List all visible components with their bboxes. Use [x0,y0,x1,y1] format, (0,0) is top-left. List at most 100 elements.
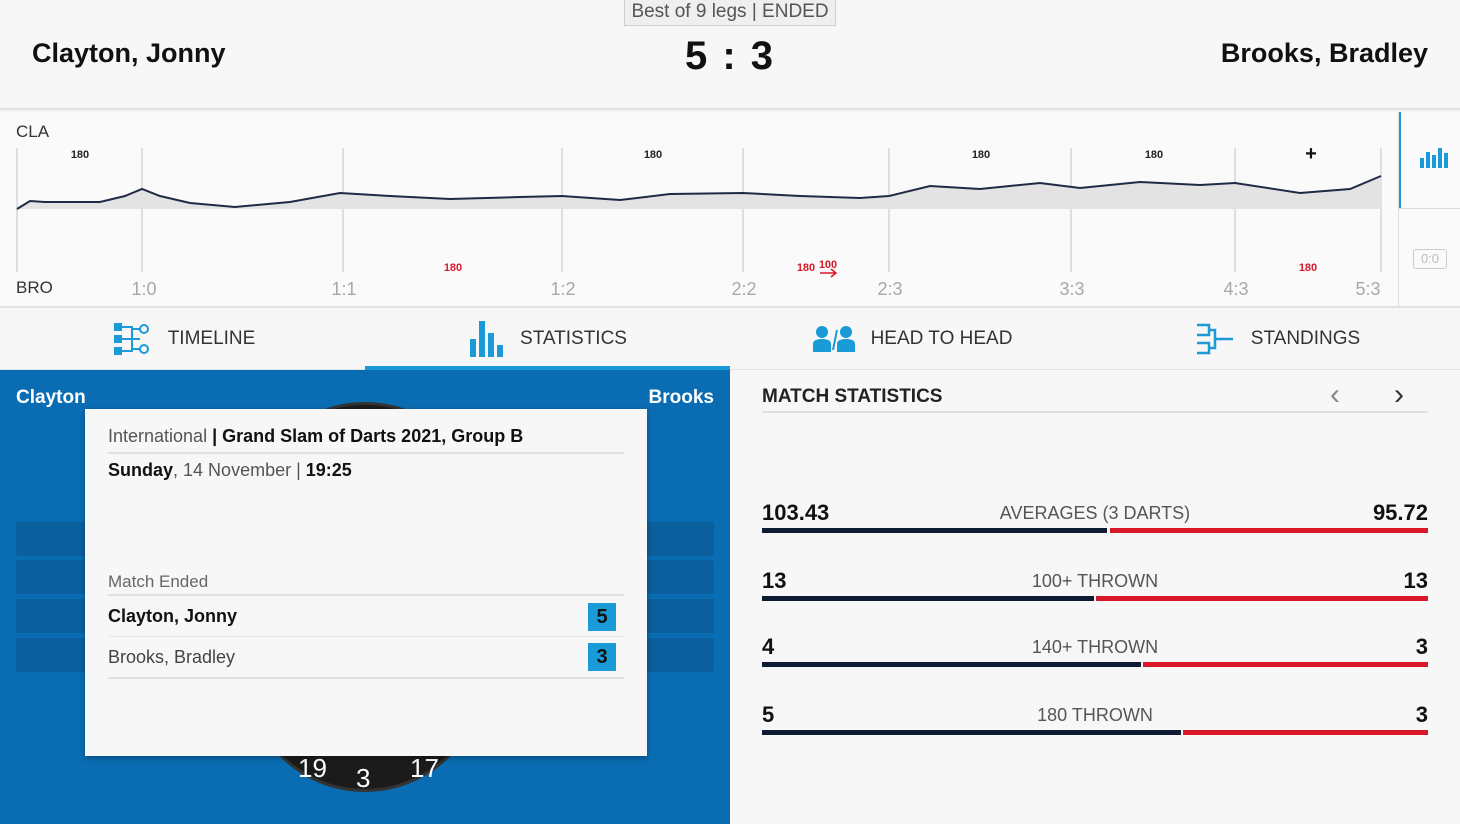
stat-label: AVERAGES (3 DARTS) [999,503,1191,523]
result-score-badge: 5 [588,602,616,631]
stat-bar-bg [636,638,714,672]
divider [762,411,1428,413]
dartboard-number: 3 [356,763,371,793]
leg-score-label: 3:3 [1059,279,1084,299]
standings-icon [1195,322,1235,356]
stat-bar-left [762,596,1094,601]
match-statistics-title: MATCH STATISTICS [762,386,943,407]
match-tournament: Grand Slam of Darts 2021, Group B [222,426,524,446]
match-date: 14 November [183,460,292,480]
chevron-left-icon[interactable]: ‹ [1330,378,1340,411]
score-toggle-box[interactable]: 0:0 [1413,249,1447,269]
stat-left-value: 103.43 [762,500,830,525]
stat-row-averages: 103.43 AVERAGES (3 DARTS) 95.72 [762,500,1428,540]
player-left-name: Clayton, Jonny [32,38,226,68]
stat-right-value: 3 [1415,702,1428,727]
momentum-area [17,176,1381,209]
match-datetime: Sunday, 14 November | 19:25 [108,460,352,480]
top-player-tag: CLA [16,122,50,141]
dartboard-number: 17 [410,753,439,783]
result-row: Brooks, Bradley 3 [108,637,624,679]
bottom-marker-180: 180 [797,262,815,274]
stat-bar-left [762,730,1181,735]
stat-bar-right [1110,528,1428,533]
stat-left-value: 5 [762,702,775,727]
stat-bar-right [1096,596,1428,601]
bottom-marker-180: 180 [444,262,462,274]
timeline-icon [110,319,152,359]
stat-row-140-plus: 4 140+ THROWN 3 [762,634,1428,674]
tab-head-to-head-label: HEAD TO HEAD [870,327,1013,349]
stat-label: 100+ THROWN [1031,571,1159,591]
leg-score-label: 2:3 [877,279,902,299]
tab-statistics[interactable]: STATISTICS [365,308,730,370]
match-score: 5 : 3 [684,34,776,78]
match-category: International [108,426,208,446]
leg-score-label: 1:1 [331,279,356,299]
head-to-head-icon [812,324,855,354]
tab-head-to-head[interactable]: HEAD TO HEAD [730,308,1095,369]
top-marker-180: 180 [972,149,990,161]
stat-label: 140+ THROWN [1031,637,1159,657]
bottom-marker-180: 180 [1299,262,1317,274]
stat-right-value: 3 [1415,634,1428,659]
stat-bar-bg [16,599,96,633]
bar-chart-icon [468,319,504,359]
leg-score-label: 1:2 [550,279,575,299]
dartboard-player-left: Clayton [16,387,86,408]
stat-right-value: 95.72 [1372,500,1428,525]
match-statistics-panel: MATCH STATISTICS ‹ › 103.43 AVERAGES (3 … [730,370,1460,824]
result-player-name: Brooks, Bradley [108,646,236,667]
dartboard-player-right: Brooks [648,387,714,408]
finish-marker: + [1305,143,1317,165]
stat-row-100-plus: 13 100+ THROWN 13 [762,568,1428,608]
leg-score-label: 5:3 [1355,279,1380,299]
tab-timeline-label: TIMELINE [167,327,256,349]
leg-score-label: 1:0 [131,279,156,299]
stat-bar-bg [16,638,96,672]
stat-bar-bg [636,599,714,633]
chart-toggle-button[interactable] [1399,112,1460,208]
tab-standings[interactable]: STANDINGS [1095,308,1460,369]
result-row: Clayton, Jonny 5 [108,597,624,637]
stat-right-value: 13 [1403,568,1428,593]
match-header: Best of 9 legs | ENDED Clayton, Jonny 5 … [0,0,1460,110]
leg-score-label: 4:3 [1223,279,1248,299]
top-marker-180: 180 [1145,149,1163,161]
score-toggle-area[interactable]: 0:0 [1399,208,1460,308]
bottom-player-tag: BRO [16,278,53,297]
stat-bar-left [762,662,1141,667]
stat-left-value: 13 [762,568,787,593]
momentum-line [16,175,1382,210]
result-player-name: Clayton, Jonny [108,606,238,626]
chevron-right-icon[interactable]: › [1394,378,1404,411]
top-marker-180: 180 [71,149,89,161]
graph-side-panel: 0:0 [1398,112,1460,308]
stat-left-value: 4 [762,634,775,659]
stat-bar-bg [636,522,714,556]
tab-statistics-label: STATISTICS [520,327,627,349]
dartboard-panel: Clayton Brooks 19 3 17 International | G… [0,370,730,824]
stat-bar-bg [16,560,96,594]
player-right-name: Brooks, Bradley [1220,38,1428,68]
result-score-badge: 3 [588,643,616,671]
stat-bar-bg [16,522,96,556]
bottom-marker-checkout: 100 [819,259,837,271]
match-status: Match Ended [108,572,624,596]
stat-label: 180 THROWN [1037,705,1153,725]
match-info-card: International | Grand Slam of Darts 2021… [85,409,647,756]
stat-bar-bg [636,560,714,594]
tab-bar: TIMELINE STATISTICS [0,308,1460,370]
tab-timeline[interactable]: TIMELINE [0,308,365,369]
stat-row-180: 5 180 THROWN 3 [762,702,1428,742]
timeline-graph-svg: 180 180 180 180 + 180 180 100 180 1:0 1:… [16,143,1382,299]
match-time: 19:25 [305,460,352,480]
top-marker-180: 180 [644,149,662,161]
bar-chart-icon [1420,148,1448,168]
stat-bar-right [1183,730,1428,735]
leg-timeline-graph: 180 180 180 180 + 180 180 100 180 1:0 1:… [0,112,1460,308]
leg-score-label: 2:2 [731,279,756,299]
dartboard-number: 19 [298,753,327,783]
match-day: Sunday [108,460,174,480]
